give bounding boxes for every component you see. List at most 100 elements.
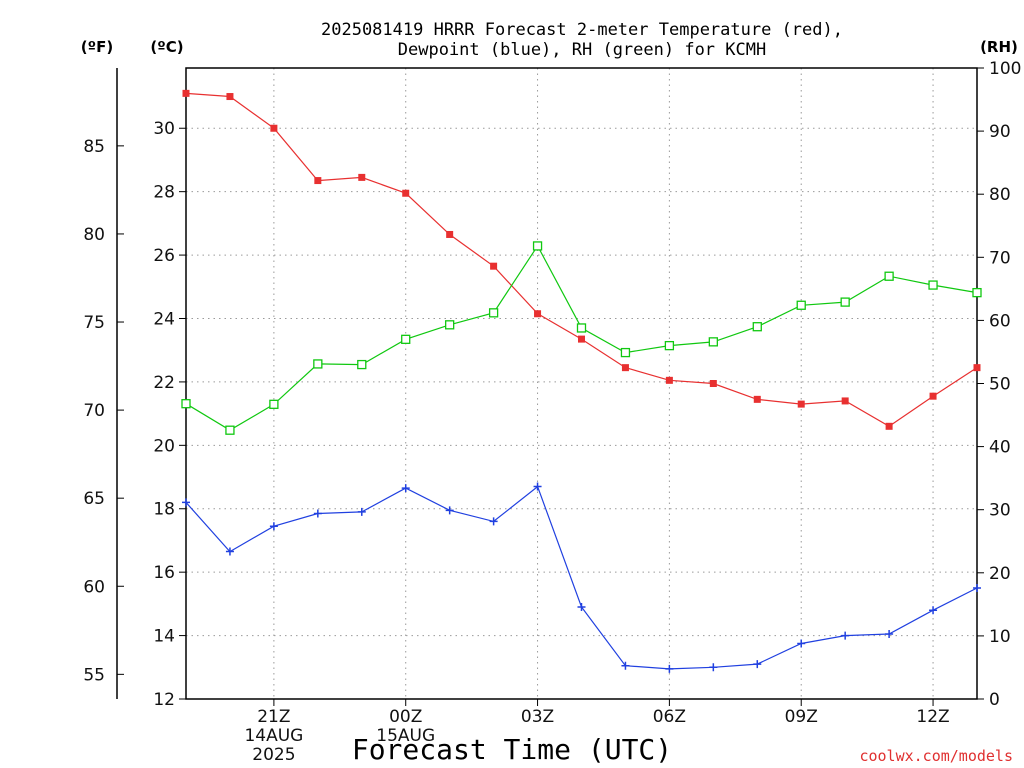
data-point-marker [884, 271, 894, 281]
celsius-tick-label: 30 [153, 119, 175, 139]
fahrenheit-tick-label: 70 [83, 401, 105, 421]
data-point-marker [665, 664, 674, 673]
data-point-marker [270, 124, 278, 132]
rh-tick-label: 100 [989, 59, 1021, 79]
rh-tick-label: 40 [989, 438, 1011, 458]
data-point-marker [972, 287, 982, 298]
data-point-marker [269, 399, 279, 409]
fahrenheit-tick-label: 60 [83, 577, 105, 597]
data-point-marker [709, 380, 717, 387]
rh-tick-label: 30 [989, 501, 1011, 521]
celsius-axis: 12 14 16 18 20 22 24 26 28 30 [153, 119, 186, 710]
data-point-marker [578, 335, 585, 343]
series-line [185, 485, 978, 670]
data-point-marker [753, 395, 761, 403]
data-point-marker [402, 189, 410, 197]
x-tick-label: 03Z [521, 707, 554, 727]
data-point-marker [973, 364, 981, 372]
fahrenheit-unit-label: (ºF) [81, 38, 113, 56]
celsius-tick-label: 12 [153, 690, 175, 710]
rh-tick-label: 60 [989, 311, 1011, 331]
data-point-marker [929, 606, 938, 615]
data-point-marker [796, 300, 806, 310]
data-point-marker [621, 364, 629, 372]
data-point-marker [885, 422, 893, 430]
data-point-marker [401, 334, 411, 344]
data-point-marker [577, 603, 586, 612]
fahrenheit-tick-label: 55 [83, 665, 105, 685]
series-rh-2 [181, 241, 982, 435]
data-point-marker [753, 660, 762, 669]
chart-title-line1: 2025081419 HRRR Forecast 2-meter Tempera… [321, 20, 843, 40]
data-point-marker [490, 262, 498, 270]
celsius-tick-label: 26 [153, 246, 175, 266]
rh-tick-label: 20 [989, 564, 1011, 584]
data-point-marker [797, 639, 806, 648]
data-point-marker [708, 337, 718, 347]
data-point-marker [182, 498, 190, 507]
data-point-marker [621, 661, 630, 670]
data-point-marker [357, 507, 366, 516]
data-point-marker [797, 400, 805, 408]
data-point-marker [269, 522, 278, 531]
data-point-marker [445, 506, 454, 515]
rh-tick-label: 90 [989, 122, 1011, 142]
x-tick-label: 00Z [389, 707, 422, 727]
data-point-marker [664, 340, 675, 351]
celsius-tick-label: 14 [153, 627, 175, 647]
data-point-marker [225, 547, 234, 556]
data-point-marker [313, 509, 322, 518]
data-point-marker [181, 399, 191, 409]
data-point-marker [840, 297, 850, 307]
celsius-tick-label: 24 [153, 309, 175, 329]
series-celsius-1 [182, 482, 981, 673]
data-point-marker [534, 310, 542, 318]
x-tick-label: 09Z [785, 707, 818, 727]
grid-layer [186, 68, 977, 699]
rh-unit-label: (RH) [980, 38, 1018, 56]
data-point-marker [929, 392, 937, 400]
data-point-marker [225, 425, 235, 435]
fahrenheit-axis: 55 60 65 70 75 80 85 [83, 137, 124, 685]
data-point-marker [488, 308, 499, 318]
data-point-marker [358, 173, 366, 181]
rh-axis: 0 10 20 30 40 50 60 70 80 90 100 [977, 59, 1021, 710]
data-point-marker [576, 323, 587, 333]
data-point-marker [841, 397, 849, 405]
data-point-marker [620, 347, 631, 358]
series-celsius-0 [182, 89, 981, 430]
data-point-marker [928, 280, 938, 290]
data-point-marker [533, 482, 542, 491]
data-point-marker [709, 663, 718, 672]
rh-tick-label: 70 [989, 248, 1011, 268]
data-point-marker [973, 584, 981, 593]
data-point-marker [446, 230, 454, 238]
x-tick-label: 21Z [257, 707, 290, 727]
data-point-marker [314, 177, 322, 185]
rh-tick-label: 10 [989, 627, 1011, 647]
fahrenheit-tick-label: 80 [83, 225, 105, 245]
data-point-marker [752, 322, 762, 332]
data-point-marker [226, 93, 234, 101]
data-point-marker [401, 484, 410, 493]
rh-tick-label: 80 [989, 185, 1011, 205]
rh-tick-label: 50 [989, 375, 1011, 395]
data-point-marker [885, 629, 894, 638]
data-point-marker [182, 89, 190, 97]
x-tick-year: 2025 [252, 745, 295, 765]
data-point-marker [313, 359, 323, 369]
rh-tick-label: 0 [989, 690, 1000, 710]
data-point-marker [665, 376, 673, 384]
celsius-tick-label: 20 [153, 436, 175, 456]
data-point-marker [445, 320, 455, 330]
data-point-marker [489, 517, 498, 526]
x-tick-date: 15AUG [376, 726, 435, 746]
data-point-marker [532, 241, 543, 251]
data-point-marker [357, 359, 367, 370]
fahrenheit-tick-label: 85 [83, 137, 105, 157]
series-layer [181, 89, 982, 673]
celsius-tick-label: 22 [153, 373, 175, 393]
x-tick-label: 12Z [916, 707, 949, 727]
